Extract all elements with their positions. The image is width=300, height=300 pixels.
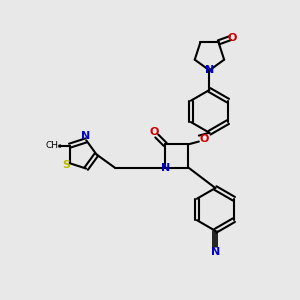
Text: O: O [150, 128, 159, 137]
Text: CH₃: CH₃ [46, 141, 62, 150]
Text: O: O [228, 33, 237, 43]
Text: N: N [81, 131, 90, 141]
Text: S: S [62, 160, 70, 170]
Text: N: N [160, 163, 170, 172]
Text: N: N [211, 247, 220, 257]
Text: O: O [200, 134, 209, 144]
Text: N: N [205, 65, 214, 75]
